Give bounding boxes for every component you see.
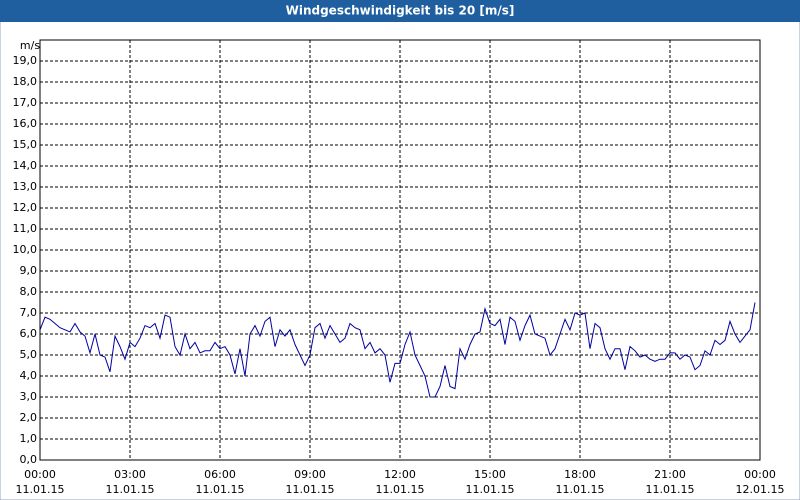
y-tick-label: 2,0: [20, 411, 38, 424]
y-tick-label: 8,0: [20, 285, 38, 298]
data-line: [39, 302, 756, 398]
y-tick-label: 12,0: [13, 201, 38, 214]
y-tick-label: 15,0: [13, 138, 38, 151]
y-tick-label: 6,0: [20, 327, 38, 340]
y-tick-label: 1,0: [20, 432, 38, 445]
x-tick-label: 09:00: [294, 468, 326, 481]
y-tick-label: 14,0: [13, 159, 38, 172]
title-bar: [0, 0, 800, 22]
x-tick-label: 03:00: [114, 468, 146, 481]
x-tick-date: 11.01.15: [106, 483, 155, 496]
x-tick-label: 15:00: [474, 468, 506, 481]
x-tick-date: 11.01.15: [646, 483, 695, 496]
x-tick-date: 11.01.15: [376, 483, 425, 496]
x-tick-date: 11.01.15: [556, 483, 605, 496]
x-tick-date: 11.01.15: [196, 483, 245, 496]
y-axis-label: m/s: [20, 39, 40, 52]
x-tick-label: 00:00: [24, 468, 56, 481]
x-tick-label: 21:00: [654, 468, 686, 481]
x-tick-label: 18:00: [564, 468, 596, 481]
plot-area: [39, 40, 761, 461]
y-tick-label: 7,0: [20, 306, 38, 319]
y-tick-label: 19,0: [13, 54, 38, 67]
y-tick-label: 10,0: [13, 243, 38, 256]
y-tick-label: 9,0: [20, 264, 38, 277]
x-tick-label: 00:00: [744, 468, 776, 481]
y-tick-label: 11,0: [13, 222, 38, 235]
x-tick-label: 12:00: [384, 468, 416, 481]
y-tick-label: 5,0: [20, 348, 38, 361]
x-tick-date: 11.01.15: [466, 483, 515, 496]
y-tick-label: 0,0: [20, 453, 38, 466]
y-tick-label: 17,0: [13, 96, 38, 109]
x-tick-label: 06:00: [204, 468, 236, 481]
y-tick-label: 13,0: [13, 180, 38, 193]
x-tick-date: 11.01.15: [16, 483, 65, 496]
x-tick-date: 11.01.15: [286, 483, 335, 496]
y-tick-label: 4,0: [20, 369, 38, 382]
y-tick-label: 18,0: [13, 75, 38, 88]
plot-frame: [39, 39, 761, 461]
chart-title: Windgeschwindigkeit bis 20 [m/s]: [286, 4, 515, 18]
y-tick-label: 3,0: [20, 390, 38, 403]
x-tick-date: 12.01.15: [736, 483, 785, 496]
y-tick-label: 16,0: [13, 117, 38, 130]
